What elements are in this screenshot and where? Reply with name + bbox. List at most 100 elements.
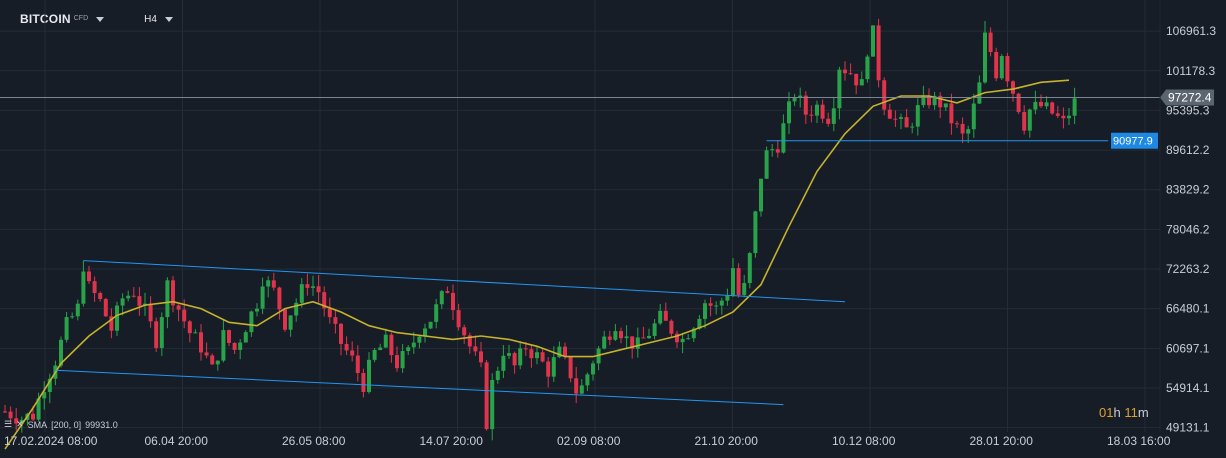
candle-body — [831, 108, 836, 124]
candle-body — [316, 286, 321, 293]
x-tick-label: 14.07 20:00 — [420, 434, 484, 448]
support-line-tag — [1111, 132, 1158, 149]
candle-body — [781, 123, 786, 153]
y-tick-label: 89612.2 — [1166, 143, 1210, 157]
candle-body — [176, 305, 181, 310]
candle-body — [1044, 102, 1049, 107]
candle-body — [75, 303, 80, 317]
candle-body — [232, 342, 237, 350]
candle-body — [383, 334, 388, 348]
y-tick-label: 72263.2 — [1166, 262, 1210, 276]
candle-body — [327, 308, 332, 318]
y-tick-label: 66480.1 — [1166, 302, 1210, 316]
candle-body — [999, 56, 1004, 79]
candle-body — [395, 355, 399, 369]
candle-body — [669, 320, 674, 334]
candle-body — [372, 349, 377, 360]
channel-lower-line — [55, 369, 784, 406]
candle-body — [736, 268, 741, 295]
candle-body — [1033, 101, 1038, 110]
candle-body — [187, 321, 192, 334]
candle-body — [1072, 98, 1077, 116]
candle-body — [770, 149, 775, 151]
candle-body — [126, 295, 131, 299]
candle-body — [563, 346, 567, 357]
candle-body — [495, 370, 500, 381]
candle-body — [630, 336, 635, 349]
y-tick-label: 54914.1 — [1166, 381, 1210, 395]
candle-body — [843, 69, 847, 74]
candle-body — [411, 342, 416, 348]
candle-body — [249, 311, 254, 333]
candle-body — [983, 32, 987, 83]
timeframe-dropdown-icon[interactable] — [164, 16, 173, 22]
candle-body — [109, 316, 114, 331]
candle-body — [1027, 109, 1032, 131]
candle-body — [428, 321, 433, 329]
candle-body — [64, 317, 69, 340]
candle-body — [557, 346, 562, 358]
candle-countdown: 01h 11m — [1099, 405, 1149, 420]
timeframe-select[interactable]: H4 — [144, 13, 157, 25]
candle-body — [439, 291, 444, 305]
candle-body — [221, 330, 226, 361]
channel-upper-line — [83, 260, 846, 303]
candle-body — [462, 327, 467, 336]
candle-body — [344, 343, 349, 351]
symbol-type: CFD — [73, 14, 89, 22]
x-tick-label: 06.04 20:00 — [145, 434, 209, 448]
candle-body — [182, 309, 187, 322]
candle-body — [512, 353, 517, 366]
indicator-close-icon[interactable]: ✕ — [16, 419, 24, 429]
candle-body — [260, 286, 265, 309]
candle-body — [490, 380, 495, 430]
candle-body — [92, 281, 97, 294]
candle-body — [1039, 101, 1043, 107]
candle-body — [826, 118, 831, 124]
candle-body — [148, 303, 153, 322]
candle-body — [70, 316, 75, 318]
candle-body — [271, 280, 276, 288]
sma-indicator-label[interactable]: ☰ ✕ SMA [200, 0] 99931.0 — [4, 419, 118, 430]
candle-body — [977, 82, 982, 104]
candle-body — [1011, 81, 1015, 94]
candle-body — [255, 308, 259, 312]
candle-body — [8, 411, 13, 419]
candle-body — [994, 51, 999, 79]
candle-body — [680, 338, 685, 343]
candle-body — [635, 337, 640, 349]
y-tick-label: 95395.3 — [1166, 103, 1210, 117]
x-tick-label: 18.03 16:00 — [1107, 434, 1171, 448]
candle-body — [966, 129, 971, 134]
indicator-settings-icon[interactable]: ☰ — [4, 419, 13, 429]
candle-body — [820, 104, 825, 119]
candle-body — [518, 348, 523, 366]
candle-body — [574, 378, 579, 394]
candle-body — [1005, 56, 1010, 82]
candle-body — [652, 323, 657, 336]
candle-body — [624, 336, 629, 339]
candle-body — [350, 350, 355, 356]
candle-body — [546, 361, 551, 377]
candle-body — [238, 342, 243, 350]
candle-body — [809, 114, 814, 116]
x-tick-label: 17.02.2024 08:00 — [4, 434, 98, 448]
candle-body — [775, 149, 780, 153]
candle-body — [193, 332, 198, 334]
candle-body — [686, 338, 691, 340]
candle-body — [400, 351, 405, 369]
candle-body — [227, 330, 231, 343]
candle-body — [691, 328, 696, 339]
candle-body — [714, 305, 719, 307]
candle-body — [955, 123, 959, 125]
candle-body — [579, 385, 584, 394]
candle-body — [14, 418, 19, 424]
candle-body — [159, 317, 164, 348]
candle-body — [613, 331, 618, 340]
candle-body — [871, 25, 875, 57]
symbol-dropdown-icon[interactable] — [96, 16, 105, 22]
candle-body — [507, 353, 511, 356]
candle-body — [215, 360, 220, 365]
y-tick-label: 60697.1 — [1166, 341, 1210, 355]
